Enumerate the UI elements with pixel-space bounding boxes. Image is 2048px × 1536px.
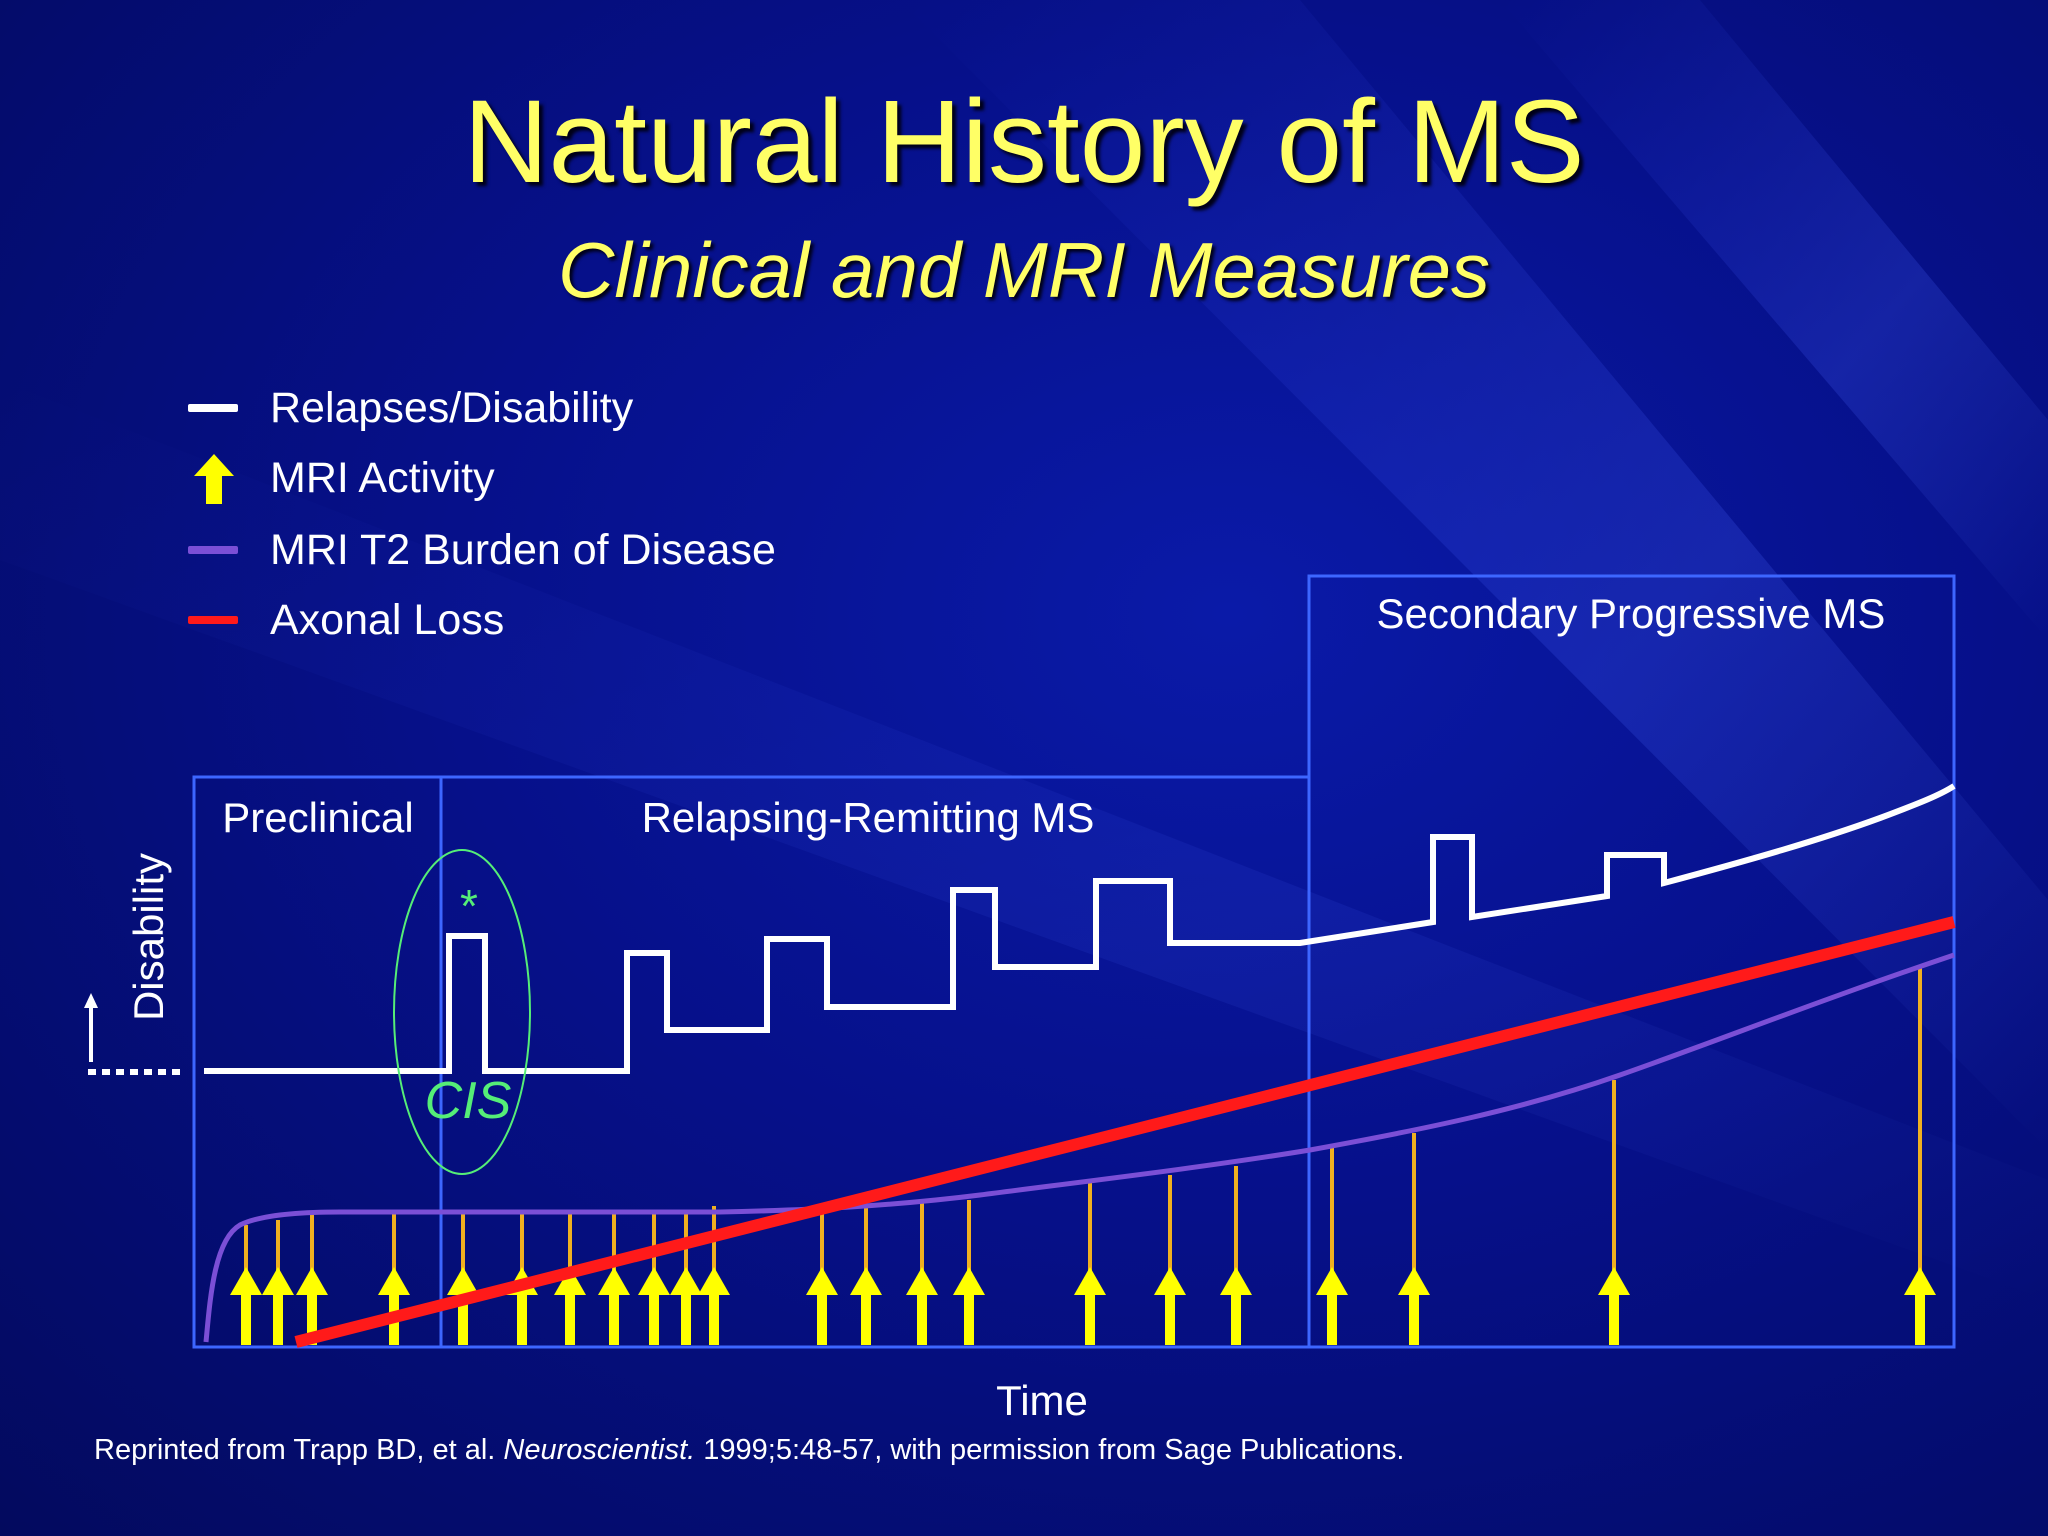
disability-axis-indicator — [84, 993, 180, 1075]
mri-activity-arrow — [670, 1212, 702, 1345]
preclinical-label: Preclinical — [222, 794, 413, 841]
legend-label-t2-burden: MRI T2 Burden of Disease — [270, 526, 776, 574]
x-axis-label: Time — [996, 1377, 1088, 1424]
mri-activity-arrow — [296, 1214, 328, 1345]
relapsing-remitting-label: Relapsing-Remitting MS — [642, 794, 1095, 841]
preclinical-box — [192, 775, 443, 1349]
mri-activity-arrow — [262, 1220, 294, 1345]
mri-activity-arrow — [1904, 968, 1936, 1345]
mri-activity-arrow — [953, 1200, 985, 1345]
mri-activity-arrow — [1598, 1080, 1630, 1345]
mri-activity-arrow — [806, 1212, 838, 1345]
legend-label-mri-activity: MRI Activity — [270, 454, 495, 502]
cis-ellipse — [393, 849, 531, 1175]
cis-label: CIS — [425, 1072, 512, 1130]
legend-swatch-purple-line — [188, 546, 238, 554]
mri-activity-arrow — [1398, 1133, 1430, 1345]
secondary-progressive-box — [1307, 574, 1956, 1349]
citation-prefix: Reprinted from Trapp BD, et al. — [94, 1434, 504, 1466]
cis-asterisk: * — [460, 880, 478, 932]
mri-activity-arrow — [850, 1208, 882, 1345]
mri-activity-arrow — [1074, 1183, 1106, 1345]
arrow-up-icon — [194, 454, 234, 504]
mri-activity-arrow — [1154, 1175, 1186, 1345]
mri-activity-arrow — [906, 1203, 938, 1345]
y-axis-label: Disability — [125, 853, 172, 1021]
mri-activity-arrow — [1316, 1148, 1348, 1345]
slide-subtitle: Clinical and MRI Measures — [557, 226, 1490, 314]
citation: Reprinted from Trapp BD, et al. Neurosci… — [94, 1430, 1405, 1470]
citation-journal: Neuroscientist. — [503, 1434, 696, 1466]
legend-swatch-white-line — [188, 404, 238, 412]
citation-suffix: 1999;5:48-57, with permission from Sage … — [695, 1434, 1405, 1466]
axonal-loss-line — [294, 916, 1956, 1348]
relapse-disability-line — [204, 783, 1956, 1074]
legend-label-relapses: Relapses/Disability — [270, 384, 634, 432]
slide-title: Natural History of MS — [463, 76, 1585, 208]
mri-activity-arrow — [598, 1212, 630, 1345]
mri-activity-arrow — [447, 1212, 479, 1345]
t2-burden-curve — [203, 952, 1955, 1343]
secondary-progressive-label: Secondary Progressive MS — [1377, 590, 1886, 637]
mri-activity-arrow — [1220, 1166, 1252, 1345]
legend-label-axonal-loss: Axonal Loss — [270, 596, 505, 644]
legend-swatch-red-line — [188, 616, 238, 624]
mri-activity-arrow — [638, 1212, 670, 1345]
mri-activity-arrow — [230, 1225, 262, 1345]
mri-activity-arrow — [698, 1206, 730, 1345]
